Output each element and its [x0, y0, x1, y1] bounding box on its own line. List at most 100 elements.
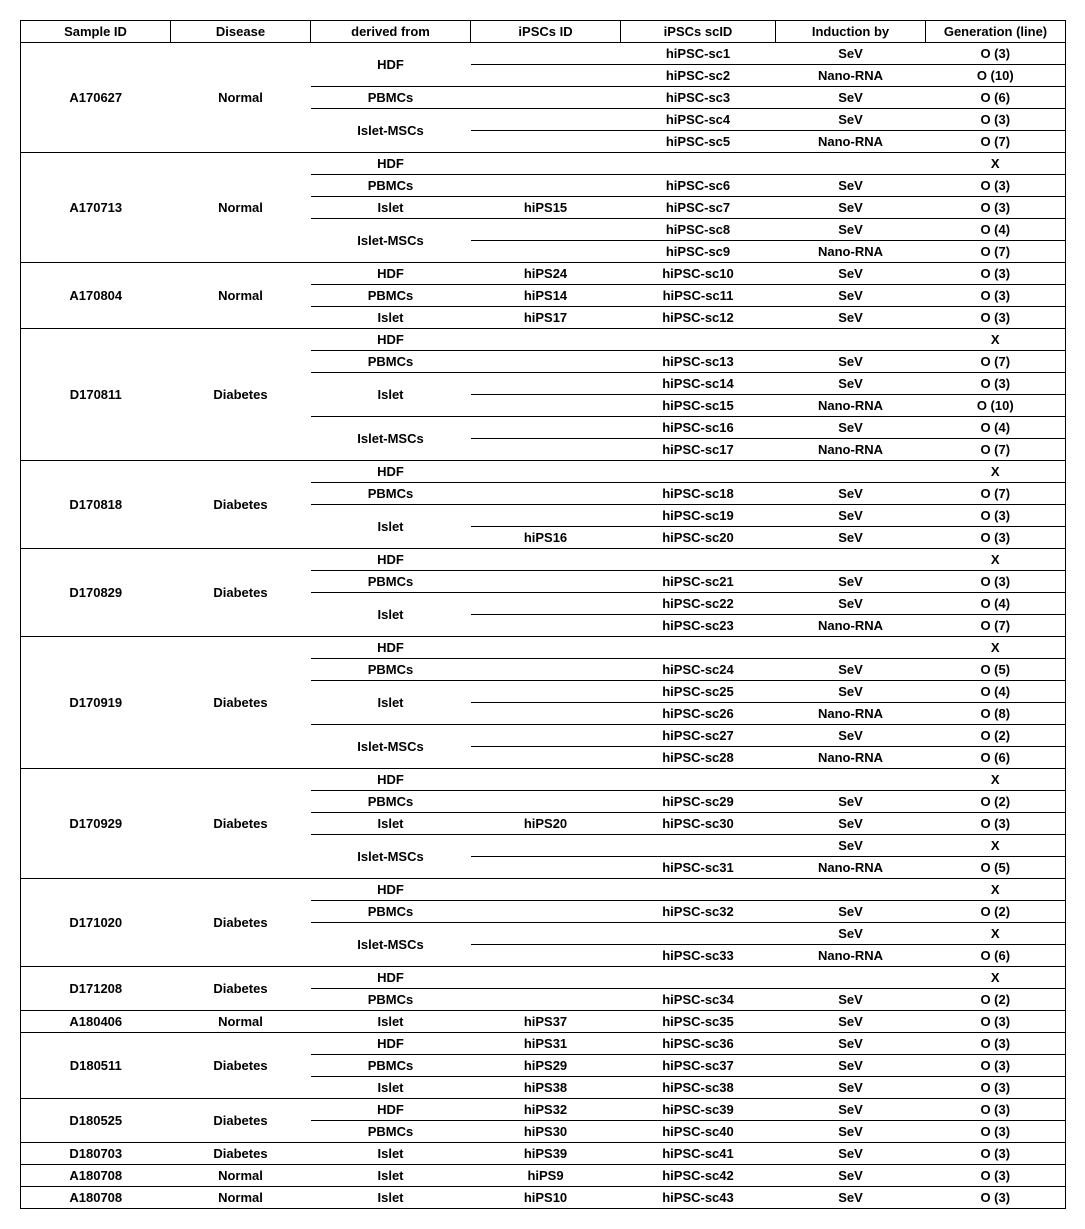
cell-derived-from: Islet-MSCs — [311, 417, 471, 461]
cell-derived-from: PBMCs — [311, 571, 471, 593]
cell-induction: SeV — [776, 505, 926, 527]
cell-induction: SeV — [776, 923, 926, 945]
cell-ipscs-id: hiPS20 — [471, 813, 621, 835]
cell-induction: SeV — [776, 901, 926, 923]
cell-generation: O (4) — [926, 681, 1066, 703]
cell-ipscs-scid: hiPSC-sc40 — [621, 1121, 776, 1143]
col-disease: Disease — [171, 21, 311, 43]
cell-ipscs-scid — [621, 835, 776, 857]
cell-sample-id: D171208 — [21, 967, 171, 1011]
cell-ipscs-id: hiPS14 — [471, 285, 621, 307]
cell-ipscs-id — [471, 219, 621, 241]
cell-ipscs-scid: hiPSC-sc18 — [621, 483, 776, 505]
cell-induction — [776, 153, 926, 175]
cell-induction: SeV — [776, 527, 926, 549]
cell-sample-id: A170627 — [21, 43, 171, 153]
cell-ipscs-scid: hiPSC-sc34 — [621, 989, 776, 1011]
cell-disease: Normal — [171, 1187, 311, 1209]
cell-generation: O (4) — [926, 219, 1066, 241]
cell-disease: Normal — [171, 43, 311, 153]
cell-generation: O (7) — [926, 615, 1066, 637]
cell-ipscs-id — [471, 417, 621, 439]
cell-induction: Nano-RNA — [776, 747, 926, 769]
cell-generation: X — [926, 879, 1066, 901]
cell-ipscs-id — [471, 461, 621, 483]
cell-generation: O (2) — [926, 791, 1066, 813]
cell-induction: SeV — [776, 681, 926, 703]
cell-generation: O (8) — [926, 703, 1066, 725]
cell-disease: Diabetes — [171, 637, 311, 769]
cell-induction — [776, 637, 926, 659]
cell-derived-from: HDF — [311, 769, 471, 791]
cell-ipscs-id — [471, 593, 621, 615]
cell-induction: Nano-RNA — [776, 131, 926, 153]
cell-ipscs-id — [471, 615, 621, 637]
cell-derived-from: Islet-MSCs — [311, 835, 471, 879]
cell-generation: O (6) — [926, 87, 1066, 109]
cell-induction: SeV — [776, 725, 926, 747]
table-row: A180708NormalIslethiPS10hiPSC-sc43SeVO (… — [21, 1187, 1066, 1209]
cell-sample-id: D180511 — [21, 1033, 171, 1099]
cell-derived-from: PBMCs — [311, 351, 471, 373]
cell-ipscs-scid — [621, 329, 776, 351]
cell-ipscs-scid: hiPSC-sc13 — [621, 351, 776, 373]
cell-induction: SeV — [776, 263, 926, 285]
cell-ipscs-scid — [621, 549, 776, 571]
cell-disease: Normal — [171, 1011, 311, 1033]
cell-derived-from: HDF — [311, 637, 471, 659]
cell-ipscs-scid — [621, 879, 776, 901]
cell-sample-id: D180703 — [21, 1143, 171, 1165]
table-row: D170929DiabetesHDFX — [21, 769, 1066, 791]
cell-disease: Diabetes — [171, 1099, 311, 1143]
cell-ipscs-id — [471, 439, 621, 461]
table-row: D180703DiabetesIslethiPS39hiPSC-sc41SeVO… — [21, 1143, 1066, 1165]
cell-disease: Diabetes — [171, 879, 311, 967]
cell-ipscs-id: hiPS38 — [471, 1077, 621, 1099]
table-row: D170811DiabetesHDFX — [21, 329, 1066, 351]
cell-induction: SeV — [776, 1077, 926, 1099]
cell-derived-from: HDF — [311, 967, 471, 989]
cell-induction: SeV — [776, 175, 926, 197]
cell-ipscs-scid: hiPSC-sc36 — [621, 1033, 776, 1055]
cell-sample-id: A180708 — [21, 1187, 171, 1209]
cell-ipscs-scid: hiPSC-sc43 — [621, 1187, 776, 1209]
cell-ipscs-id: hiPS39 — [471, 1143, 621, 1165]
cell-generation: X — [926, 923, 1066, 945]
cell-induction: SeV — [776, 791, 926, 813]
cell-ipscs-id: hiPS30 — [471, 1121, 621, 1143]
cell-ipscs-scid: hiPSC-sc2 — [621, 65, 776, 87]
cell-sample-id: D170929 — [21, 769, 171, 879]
cell-ipscs-scid: hiPSC-sc12 — [621, 307, 776, 329]
cell-generation: O (7) — [926, 483, 1066, 505]
cell-ipscs-id — [471, 659, 621, 681]
cell-derived-from: Islet-MSCs — [311, 923, 471, 967]
cell-induction: SeV — [776, 351, 926, 373]
cell-ipscs-scid: hiPSC-sc5 — [621, 131, 776, 153]
cell-ipscs-id — [471, 747, 621, 769]
cell-derived-from: PBMCs — [311, 901, 471, 923]
cell-generation: O (10) — [926, 395, 1066, 417]
cell-ipscs-id: hiPS9 — [471, 1165, 621, 1187]
cell-sample-id: D180525 — [21, 1099, 171, 1143]
cell-generation: X — [926, 967, 1066, 989]
cell-ipscs-id — [471, 549, 621, 571]
cell-ipscs-id — [471, 791, 621, 813]
cell-induction: SeV — [776, 307, 926, 329]
cell-induction: Nano-RNA — [776, 945, 926, 967]
cell-ipscs-scid: hiPSC-sc7 — [621, 197, 776, 219]
cell-induction — [776, 769, 926, 791]
cell-ipscs-id — [471, 483, 621, 505]
cell-ipscs-scid: hiPSC-sc9 — [621, 241, 776, 263]
cell-disease: Normal — [171, 153, 311, 263]
cell-ipscs-scid: hiPSC-sc23 — [621, 615, 776, 637]
cell-generation: O (3) — [926, 527, 1066, 549]
cell-ipscs-scid: hiPSC-sc20 — [621, 527, 776, 549]
table-row: D170818DiabetesHDFX — [21, 461, 1066, 483]
cell-sample-id: A180708 — [21, 1165, 171, 1187]
table-row: D170919DiabetesHDFX — [21, 637, 1066, 659]
cell-induction: SeV — [776, 989, 926, 1011]
cell-derived-from: HDF — [311, 461, 471, 483]
cell-generation: O (7) — [926, 351, 1066, 373]
cell-derived-from: PBMCs — [311, 175, 471, 197]
cell-generation: O (3) — [926, 813, 1066, 835]
